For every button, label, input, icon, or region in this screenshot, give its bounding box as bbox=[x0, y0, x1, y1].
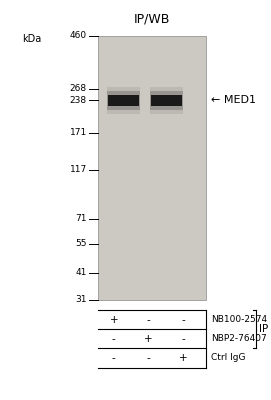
Bar bbox=[98, 36, 206, 300]
Text: 268: 268 bbox=[70, 84, 87, 93]
Text: ← MED1: ← MED1 bbox=[211, 96, 256, 106]
Text: -: - bbox=[112, 353, 116, 363]
Text: -: - bbox=[147, 353, 150, 363]
Text: kDa: kDa bbox=[22, 34, 41, 44]
Text: 55: 55 bbox=[75, 239, 87, 248]
Text: IP/WB: IP/WB bbox=[134, 13, 170, 26]
Bar bbox=[151, 95, 182, 106]
Text: 41: 41 bbox=[75, 268, 87, 277]
Text: 71: 71 bbox=[75, 214, 87, 223]
Bar bbox=[107, 87, 140, 114]
Text: 460: 460 bbox=[70, 32, 87, 40]
Text: 171: 171 bbox=[69, 128, 87, 137]
Text: 238: 238 bbox=[70, 96, 87, 105]
Bar bbox=[107, 91, 140, 110]
Text: 31: 31 bbox=[75, 296, 87, 304]
Text: NB100-2574: NB100-2574 bbox=[211, 315, 267, 324]
Bar bbox=[150, 87, 183, 114]
Text: NBP2-76407: NBP2-76407 bbox=[211, 334, 267, 343]
Text: +: + bbox=[109, 314, 118, 325]
Text: +: + bbox=[179, 353, 188, 363]
Text: 117: 117 bbox=[69, 166, 87, 174]
Text: -: - bbox=[181, 334, 185, 344]
Text: -: - bbox=[147, 314, 150, 325]
Text: IP: IP bbox=[259, 324, 268, 334]
Text: -: - bbox=[112, 334, 116, 344]
Text: +: + bbox=[144, 334, 153, 344]
Bar bbox=[150, 91, 183, 110]
Text: -: - bbox=[181, 314, 185, 325]
Text: Ctrl IgG: Ctrl IgG bbox=[211, 354, 246, 362]
Bar bbox=[108, 95, 139, 106]
